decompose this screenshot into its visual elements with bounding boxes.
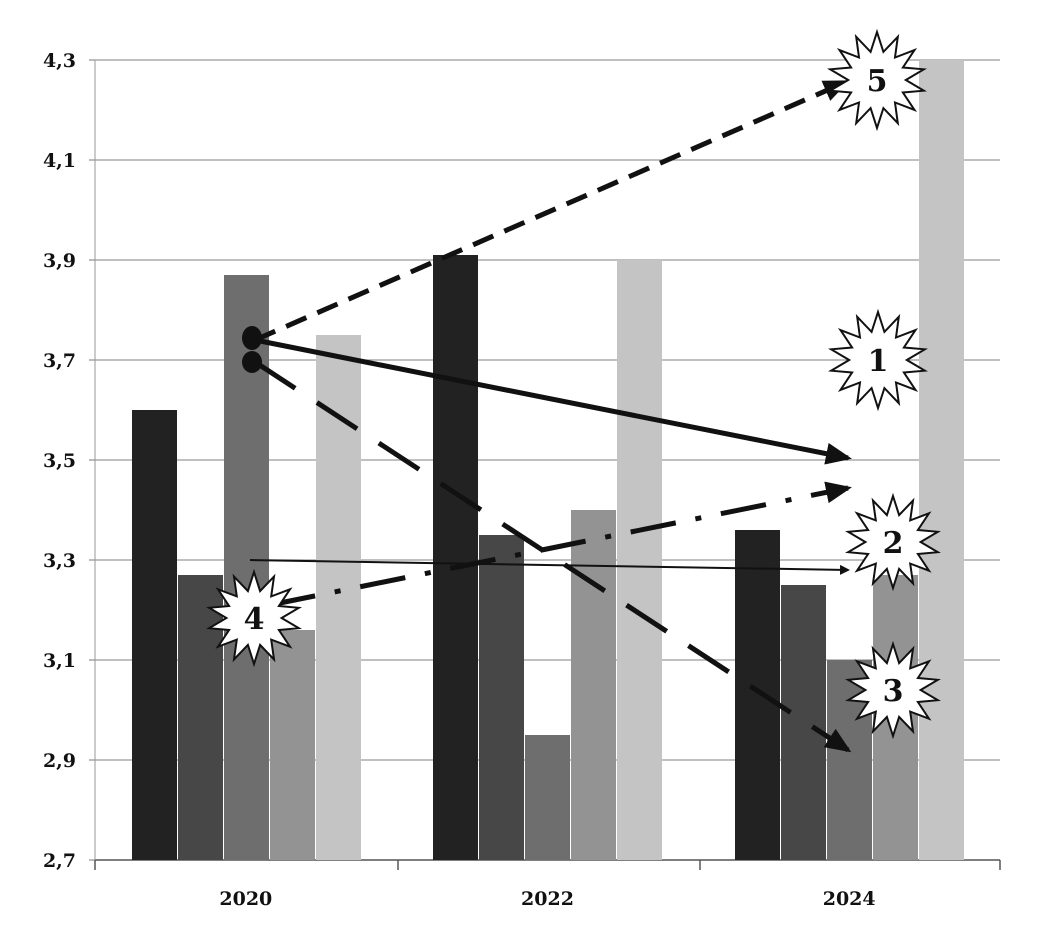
starburst-icon bbox=[827, 28, 927, 132]
trend-arrow-4 bbox=[249, 559, 850, 575]
starburst-icon bbox=[845, 640, 941, 740]
star-marker-label: 2 bbox=[883, 526, 904, 561]
bars bbox=[132, 60, 964, 860]
y-tick-label: 2,9 bbox=[43, 750, 76, 772]
trend-arrow-2 bbox=[269, 481, 852, 608]
trend-arrow-3 bbox=[253, 359, 852, 753]
star-marker-4: 4 bbox=[206, 568, 302, 668]
bar bbox=[781, 585, 826, 860]
y-tick-labels: 2,7 2,9 3,1 3,3 3,5 3,7 3,9 4,1 4,3 bbox=[43, 50, 76, 872]
x-tick-label: 2022 bbox=[521, 888, 574, 910]
bar bbox=[224, 275, 269, 860]
y-tick-label: 3,5 bbox=[43, 450, 76, 472]
x-tick-label: 2020 bbox=[219, 888, 272, 910]
bar bbox=[178, 575, 223, 860]
star-marker-label: 3 bbox=[883, 674, 904, 709]
x-tick-label: 2024 bbox=[823, 888, 876, 910]
star-marker-label: 1 bbox=[868, 344, 889, 379]
y-tick-label: 3,7 bbox=[43, 350, 76, 372]
arrow-origin-dot bbox=[242, 351, 262, 373]
starburst-icon bbox=[845, 492, 941, 592]
bar bbox=[433, 255, 478, 860]
starburst-icon bbox=[206, 568, 302, 668]
bar bbox=[316, 335, 361, 860]
starburst-icon bbox=[828, 308, 928, 412]
trend-arrow-1 bbox=[254, 337, 852, 465]
trend-annotations bbox=[242, 79, 852, 753]
bar bbox=[270, 630, 315, 860]
bar bbox=[479, 535, 524, 860]
y-tick-label: 3,9 bbox=[43, 250, 76, 272]
star-marker-2: 2 bbox=[845, 492, 941, 592]
bar bbox=[132, 410, 177, 860]
y-tick-label: 4,3 bbox=[43, 50, 76, 72]
star-marker-label: 4 bbox=[244, 602, 265, 637]
y-tick-label: 2,7 bbox=[43, 850, 76, 872]
bar bbox=[571, 510, 616, 860]
star-marker-1: 1 bbox=[828, 308, 928, 412]
star-marker-label: 5 bbox=[867, 64, 888, 99]
trend-arrow-5 bbox=[253, 79, 850, 343]
bar bbox=[735, 530, 780, 860]
star-marker-3: 3 bbox=[845, 640, 941, 740]
y-tick-label: 4,1 bbox=[43, 150, 76, 172]
bar bbox=[617, 260, 662, 860]
y-tick-label: 3,3 bbox=[43, 550, 76, 572]
bar bbox=[919, 60, 964, 860]
arrow-origin-dot bbox=[242, 326, 262, 350]
x-tick-labels: 2020 2022 2024 bbox=[219, 888, 875, 910]
numbered-markers: 1 2 3 4 5 bbox=[206, 28, 941, 740]
bar bbox=[525, 735, 570, 860]
y-tick-label: 3,1 bbox=[43, 650, 76, 672]
star-marker-5: 5 bbox=[827, 28, 927, 132]
